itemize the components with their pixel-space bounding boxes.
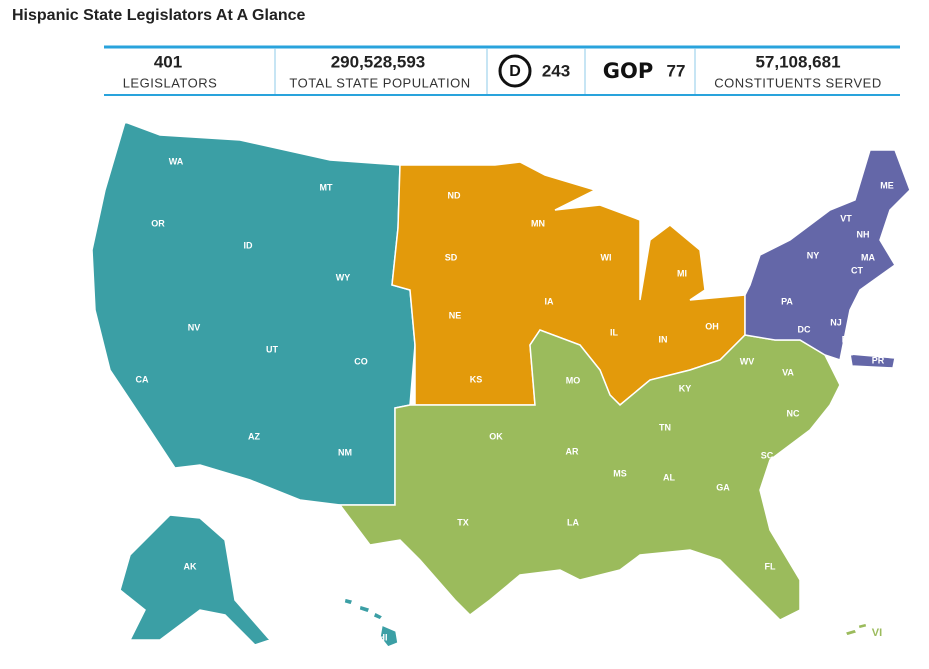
state-label: PA xyxy=(781,296,793,306)
region-pr xyxy=(849,353,896,369)
state-label: UT xyxy=(266,344,278,354)
state-label: HI xyxy=(379,632,388,642)
region-south xyxy=(338,329,841,621)
state-label: LA xyxy=(567,517,579,527)
state-label: NY xyxy=(807,250,820,260)
state-label: SC xyxy=(761,450,774,460)
state-label: IA xyxy=(545,296,555,306)
state-label: OH xyxy=(705,321,719,331)
stat-value: 77 xyxy=(667,61,686,80)
regions xyxy=(91,121,911,648)
d-logo xyxy=(498,54,532,88)
state-label: AR xyxy=(566,446,579,456)
state-label: CT xyxy=(851,265,863,275)
state-label: OK xyxy=(489,431,503,441)
region-alaska xyxy=(119,514,272,646)
state-label: NV xyxy=(188,322,201,332)
state-label: VA xyxy=(782,367,794,377)
region-northeast xyxy=(744,149,911,361)
state-label: MT xyxy=(320,182,333,192)
region-hawaii xyxy=(343,597,399,648)
stat-label: TOTAL STATE POPULATION xyxy=(289,75,470,90)
state-label: WY xyxy=(336,272,351,282)
state-label: CA xyxy=(136,374,149,384)
stat-label: LEGISLATORS xyxy=(123,75,218,90)
state-label: MS xyxy=(613,468,627,478)
state-label: AL xyxy=(663,472,675,482)
stat-value: 401 xyxy=(154,52,182,71)
state-label: AZ xyxy=(248,431,260,441)
state-label: TN xyxy=(659,422,671,432)
state-label: NC xyxy=(787,408,800,418)
state-label: OR xyxy=(151,218,165,228)
state-label: SD xyxy=(445,252,458,262)
state-label: KY xyxy=(679,383,692,393)
state-label: ID xyxy=(244,240,254,250)
state-label: IL xyxy=(610,327,619,337)
state-label: IN xyxy=(659,334,668,344)
state-label: NJ xyxy=(830,317,842,327)
state-label: NE xyxy=(449,310,462,320)
state-label: ME xyxy=(880,180,894,190)
separators xyxy=(274,48,696,94)
state-label: MI xyxy=(677,268,687,278)
state-label: VT xyxy=(840,213,852,223)
region-vi xyxy=(843,622,868,637)
state-label: PR xyxy=(872,355,885,365)
gop-logo: GOP xyxy=(603,59,653,83)
stat-value: 57,108,681 xyxy=(755,52,840,71)
state-label: ND xyxy=(448,190,461,200)
state-label: MD xyxy=(841,347,855,357)
state-label: CO xyxy=(354,356,368,366)
state-label: WI xyxy=(601,252,612,262)
state-label: KS xyxy=(470,374,483,384)
title: Hispanic State Legislators At A Glance xyxy=(12,7,306,24)
state-label: DE xyxy=(842,334,855,344)
stat-value: 290,528,593 xyxy=(331,52,426,71)
state-label: VI xyxy=(872,627,882,639)
state-label: GA xyxy=(716,482,730,492)
region-west xyxy=(91,121,416,506)
state-label: AK xyxy=(184,561,197,571)
state-label: NM xyxy=(338,447,352,457)
d-logo-text: D xyxy=(509,63,521,80)
state-label: DC xyxy=(798,324,811,334)
state-label: MA xyxy=(861,252,875,262)
stat-value: 243 xyxy=(542,61,570,80)
state-label: WV xyxy=(740,356,755,366)
state-label: FL xyxy=(765,561,776,571)
state-label: WA xyxy=(169,156,184,166)
state-label: MN xyxy=(531,218,545,228)
stat-label: CONSTITUENTS SERVED xyxy=(714,75,881,90)
state-label: TX xyxy=(457,517,469,527)
state-label: MO xyxy=(566,375,581,385)
state-label: NH xyxy=(857,229,870,239)
